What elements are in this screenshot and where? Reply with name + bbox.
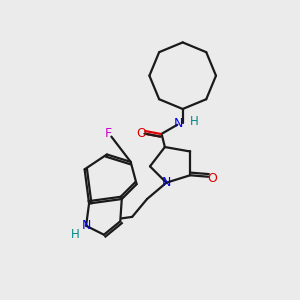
Text: N: N	[162, 176, 171, 189]
Text: H: H	[71, 228, 80, 241]
Text: N: N	[82, 219, 92, 232]
Text: O: O	[136, 127, 146, 140]
Text: N: N	[173, 117, 183, 130]
Text: F: F	[105, 127, 112, 140]
Text: O: O	[208, 172, 218, 185]
Text: H: H	[190, 115, 198, 128]
